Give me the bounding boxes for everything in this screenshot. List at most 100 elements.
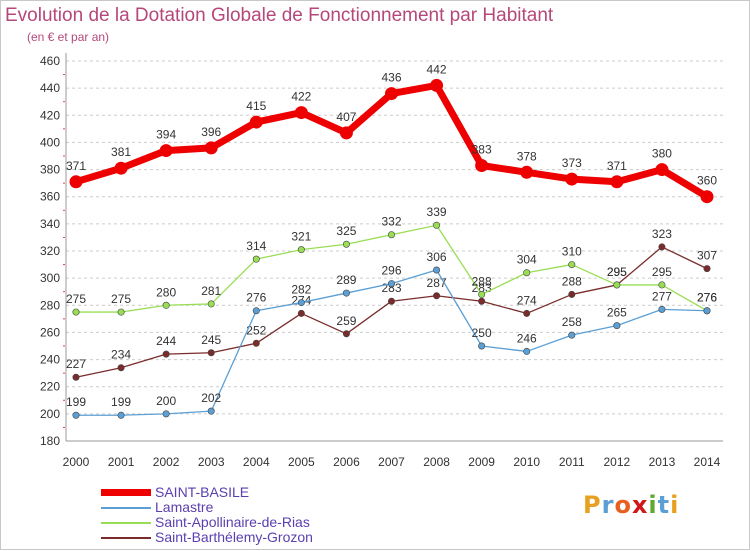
data-label: 378 xyxy=(517,149,537,163)
x-tick-label: 2014 xyxy=(694,455,721,469)
x-tick-label: 2013 xyxy=(649,455,676,469)
data-point xyxy=(207,407,215,415)
data-point xyxy=(252,255,260,263)
data-label: 380 xyxy=(652,147,672,161)
data-point xyxy=(204,141,218,155)
data-label: 288 xyxy=(562,274,582,288)
data-point xyxy=(69,175,83,189)
data-label: 199 xyxy=(66,395,86,409)
data-label: 325 xyxy=(336,224,356,238)
data-point xyxy=(478,342,486,350)
data-point xyxy=(117,308,125,316)
data-label: 246 xyxy=(517,331,537,345)
data-point xyxy=(72,411,80,419)
logo-letter: i xyxy=(648,491,658,519)
data-point xyxy=(342,289,350,297)
data-label: 258 xyxy=(562,315,582,329)
logo-letter: i xyxy=(670,491,680,519)
data-point xyxy=(703,265,711,273)
data-point xyxy=(207,300,215,308)
legend-item: Lamastre xyxy=(101,499,361,515)
data-label: 394 xyxy=(156,128,176,142)
y-tick-label: 400 xyxy=(40,135,60,149)
data-point xyxy=(342,330,350,338)
data-label: 282 xyxy=(291,283,311,297)
data-point xyxy=(252,339,260,347)
x-tick-label: 2006 xyxy=(333,455,360,469)
data-point xyxy=(520,165,534,179)
data-point xyxy=(117,364,125,372)
data-label: 276 xyxy=(697,291,717,305)
logo-letter: t xyxy=(657,491,671,519)
legend-label: Saint-Barthélemy-Grozon xyxy=(155,529,313,545)
data-label: 422 xyxy=(291,90,311,104)
data-label: 306 xyxy=(427,250,447,264)
x-tick-label: 2010 xyxy=(513,455,540,469)
data-point xyxy=(475,159,489,172)
x-tick-label: 2008 xyxy=(423,455,450,469)
data-label: 304 xyxy=(517,253,537,267)
legend-item: Saint-Apollinaire-de-Rias xyxy=(101,514,361,530)
data-point xyxy=(523,269,531,277)
data-point xyxy=(655,163,669,177)
data-point xyxy=(385,87,398,101)
data-label: 442 xyxy=(427,62,447,76)
data-label: 396 xyxy=(201,125,221,139)
data-label: 436 xyxy=(381,71,401,85)
data-label: 321 xyxy=(291,230,311,244)
data-label: 296 xyxy=(381,264,401,278)
logo-letter: r xyxy=(601,491,615,519)
data-point xyxy=(72,373,80,381)
x-tick-label: 2009 xyxy=(468,455,495,469)
data-label: 277 xyxy=(652,289,672,303)
data-point xyxy=(658,281,666,289)
data-point xyxy=(387,297,395,305)
data-label: 227 xyxy=(66,357,86,371)
data-point xyxy=(342,240,350,248)
data-label: 244 xyxy=(156,334,176,348)
data-point xyxy=(252,307,260,315)
x-tick-label: 2007 xyxy=(378,455,405,469)
data-point xyxy=(568,290,576,298)
data-label: 259 xyxy=(336,314,356,328)
proxiti-logo: Proxiti xyxy=(583,491,679,519)
data-label: 295 xyxy=(652,265,672,279)
data-label: 371 xyxy=(607,159,627,173)
data-point xyxy=(387,231,395,239)
data-point xyxy=(114,161,128,175)
data-point xyxy=(700,190,714,204)
data-point xyxy=(162,350,170,358)
data-point xyxy=(433,266,441,274)
x-tick-label: 2003 xyxy=(198,455,225,469)
data-point xyxy=(162,410,170,418)
data-label: 280 xyxy=(156,285,176,299)
data-point xyxy=(610,175,624,189)
data-point xyxy=(117,411,125,419)
y-tick-label: 180 xyxy=(40,434,60,448)
data-point xyxy=(297,299,305,307)
data-point xyxy=(207,349,215,357)
data-point xyxy=(613,281,621,289)
data-label: 415 xyxy=(246,99,266,113)
y-tick-label: 260 xyxy=(40,325,60,339)
y-tick-label: 380 xyxy=(40,163,60,177)
data-point xyxy=(478,297,486,305)
y-tick-label: 340 xyxy=(40,217,60,231)
data-label: 371 xyxy=(66,159,86,173)
data-label: 381 xyxy=(111,145,131,159)
x-tick-label: 2005 xyxy=(288,455,315,469)
data-point xyxy=(523,309,531,317)
data-point xyxy=(294,106,308,120)
data-point xyxy=(162,301,170,309)
data-label: 407 xyxy=(336,110,356,124)
data-label: 275 xyxy=(66,292,86,306)
logo-letter: x xyxy=(631,491,649,519)
y-tick-label: 280 xyxy=(40,298,60,312)
data-label: 295 xyxy=(607,265,627,279)
data-label: 275 xyxy=(111,292,131,306)
y-tick-label: 200 xyxy=(40,407,60,421)
data-label: 314 xyxy=(246,239,266,253)
data-label: 373 xyxy=(562,156,582,170)
legend-swatch xyxy=(101,489,151,496)
